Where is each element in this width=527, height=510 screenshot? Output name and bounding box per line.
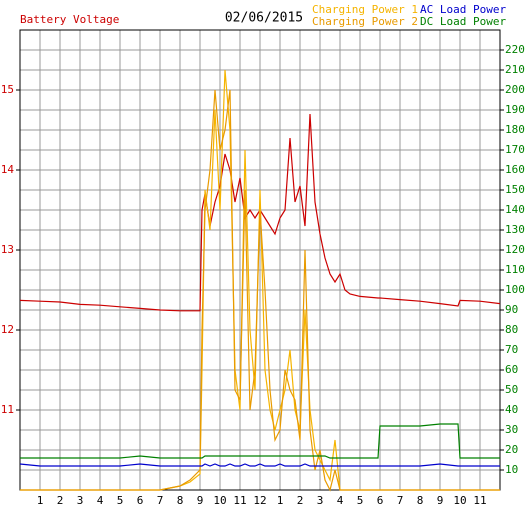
x-tick-label: 1 (37, 494, 44, 507)
legend-entry: Charging Power 2 (312, 15, 418, 28)
x-tick-label: 5 (357, 494, 364, 507)
x-tick-label: 9 (437, 494, 444, 507)
y2-tick-label: 100 (505, 283, 525, 296)
y2-tick-label: 90 (505, 303, 518, 316)
series-line (19, 463, 500, 467)
legend-entry: AC Load Power (420, 3, 506, 16)
chart-title: 02/06/2015 (225, 11, 303, 26)
x-tick-label: 10 (453, 494, 466, 507)
y2-tick-label: 170 (505, 143, 525, 156)
x-tick-label: 8 (417, 494, 424, 507)
series-line (20, 89, 500, 492)
x-tick-label: 2 (57, 494, 64, 507)
x-tick-label: 1 (277, 494, 284, 507)
y2-tick-label: 200 (505, 83, 525, 96)
plot-border (19, 29, 501, 491)
y2-tick-label: 70 (505, 343, 518, 356)
series-line (20, 423, 500, 459)
y-tick-label: 12 (1, 323, 14, 336)
y2-tick-label: 110 (505, 263, 525, 276)
y-axis-label: Battery Voltage (20, 13, 119, 26)
y-tick-label: 13 (1, 243, 14, 256)
y2-tick-label: 130 (505, 223, 525, 236)
y-tick-label: 11 (1, 403, 14, 416)
y2-tick-label: 150 (505, 183, 525, 196)
y2-tick-label: 160 (505, 163, 525, 176)
y-tick-label: 14 (1, 163, 15, 176)
x-tick-label: 11 (233, 494, 246, 507)
y2-tick-label: 50 (505, 383, 518, 396)
y2-tick-label: 40 (505, 403, 518, 416)
y2-tick-label: 140 (505, 203, 525, 216)
y2-tick-label: 220 (505, 43, 525, 56)
x-tick-label: 3 (77, 494, 84, 507)
x-tick-label: 6 (137, 494, 144, 507)
series-line (19, 113, 501, 312)
y2-tick-label: 80 (505, 323, 518, 336)
legend-entry: DC Load Power (420, 15, 506, 28)
x-tick-label: 4 (337, 494, 344, 507)
y2-tick-label: 210 (505, 63, 525, 76)
x-tick-label: 4 (97, 494, 104, 507)
x-tick-label: 10 (213, 494, 226, 507)
y2-tick-label: 20 (505, 443, 518, 456)
x-tick-label: 8 (177, 494, 184, 507)
x-tick-label: 11 (473, 494, 486, 507)
x-tick-label: 2 (297, 494, 304, 507)
y2-tick-label: 10 (505, 463, 518, 476)
x-tick-label: 6 (377, 494, 384, 507)
x-tick-label: 7 (157, 494, 164, 507)
y2-tick-label: 190 (505, 103, 525, 116)
y2-tick-label: 60 (505, 363, 518, 376)
y2-tick-label: 180 (505, 123, 525, 136)
x-tick-label: 7 (397, 494, 404, 507)
x-tick-label: 3 (317, 494, 324, 507)
x-tick-label: 9 (197, 494, 204, 507)
x-tick-label: 12 (253, 494, 266, 507)
legend-entry: Charging Power 1 (312, 3, 418, 16)
y2-tick-label: 30 (505, 423, 518, 436)
y2-tick-label: 120 (505, 243, 525, 256)
y-tick-label: 15 (1, 83, 14, 96)
x-tick-label: 5 (117, 494, 124, 507)
